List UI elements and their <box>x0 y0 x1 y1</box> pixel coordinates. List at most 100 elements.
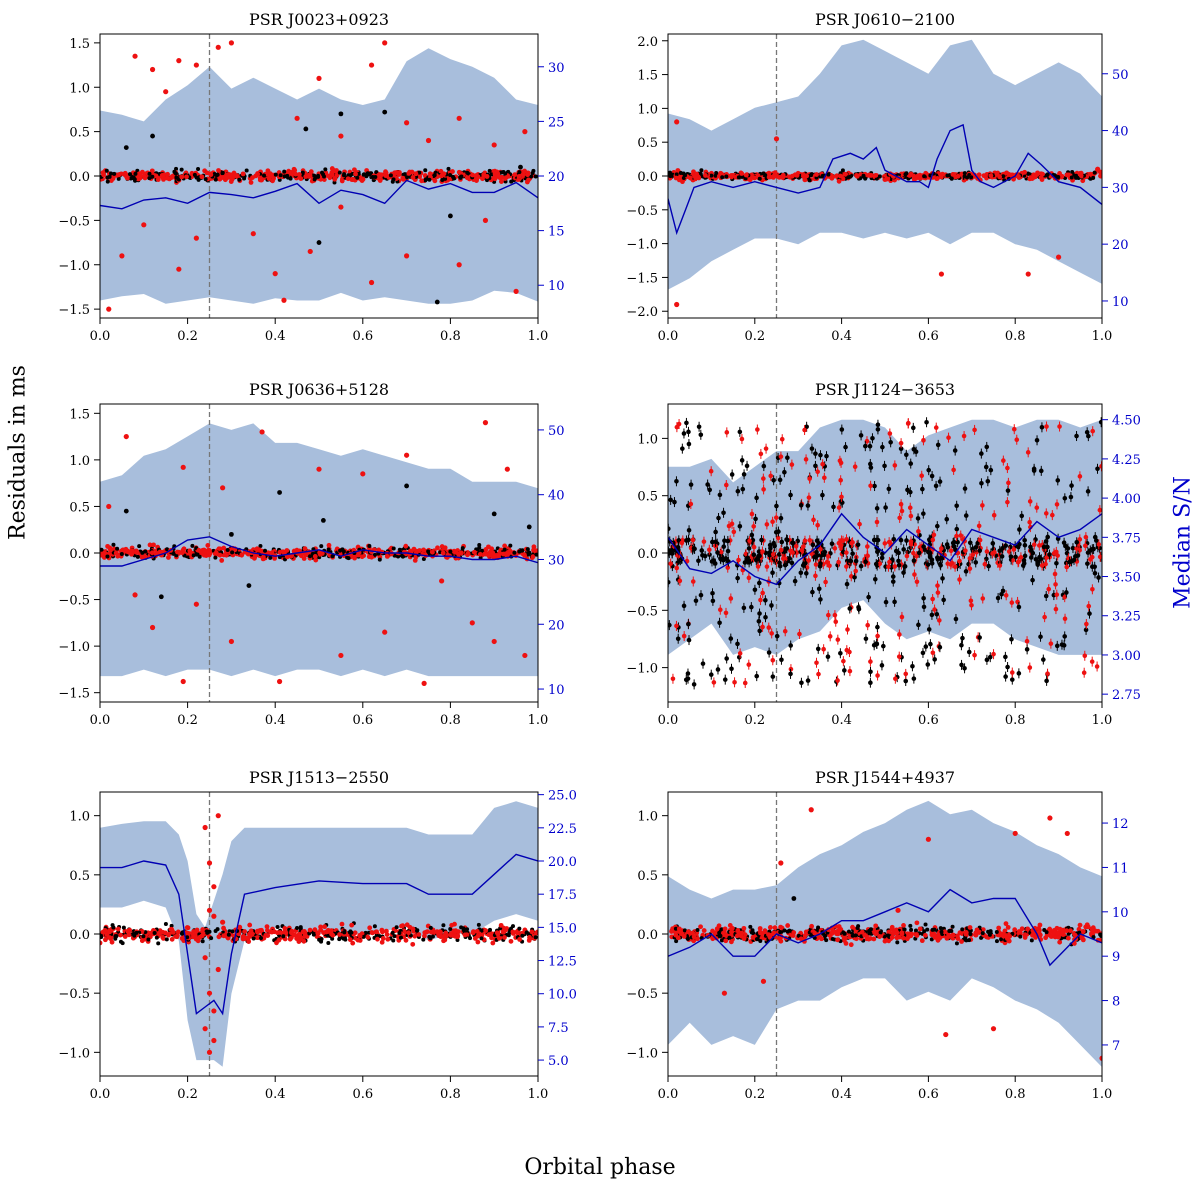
black-toa-point <box>374 170 379 175</box>
outlier-red-point <box>316 466 322 472</box>
red-toa-point <box>421 547 426 553</box>
red-toa-point <box>410 926 416 932</box>
black-toa-point <box>414 928 419 933</box>
black-toa-point <box>883 599 889 605</box>
red-toa-point <box>838 173 843 179</box>
red-toa-point <box>163 930 168 936</box>
red-toa-point <box>301 938 307 944</box>
right-y-tick-label: 17.5 <box>548 888 577 903</box>
black-toa-point <box>721 510 726 516</box>
red-toa-point <box>992 550 997 555</box>
red-toa-point <box>770 657 776 663</box>
black-toa-point <box>448 927 453 932</box>
red-toa-point <box>970 552 976 558</box>
red-toa-point <box>456 551 461 557</box>
black-toa-point <box>937 644 943 650</box>
x-tick-label: 0.2 <box>744 713 765 728</box>
red-toa-point <box>312 927 318 933</box>
red-toa-point <box>337 932 342 937</box>
black-toa-point <box>367 543 372 548</box>
y-tick-label: −1.5 <box>58 303 90 318</box>
red-toa-point <box>303 174 309 179</box>
black-toa-point <box>710 590 715 596</box>
black-toa-point <box>999 554 1005 559</box>
outlier-black-point <box>229 531 234 537</box>
black-toa-point <box>668 170 672 175</box>
y-tick-label: −1.0 <box>626 238 658 253</box>
red-toa-point <box>347 937 353 943</box>
black-toa-point <box>814 538 820 544</box>
black-toa-point <box>1087 611 1092 616</box>
red-toa-point <box>763 446 769 451</box>
black-toa-point <box>112 171 117 176</box>
red-toa-point <box>914 579 920 585</box>
red-toa-point <box>530 554 536 560</box>
red-toa-point <box>899 614 905 620</box>
outlier-red-point <box>281 297 287 303</box>
red-toa-point <box>417 548 422 553</box>
outlier-red-point <box>674 119 680 125</box>
red-toa-point <box>951 467 956 473</box>
outlier-red-point <box>228 40 234 46</box>
black-toa-point <box>1064 590 1069 595</box>
red-toa-point <box>470 172 476 178</box>
red-toa-point <box>410 941 416 947</box>
black-toa-point <box>1013 554 1018 560</box>
red-toa-point <box>498 922 504 928</box>
black-toa-point <box>1062 634 1068 639</box>
red-toa-point <box>957 577 962 582</box>
black-toa-point <box>681 431 687 436</box>
red-toa-point <box>844 550 849 555</box>
black-toa-point <box>724 174 729 179</box>
red-toa-point <box>1009 670 1015 675</box>
red-toa-point <box>471 549 477 555</box>
red-toa-point <box>1054 549 1059 555</box>
red-toa-point <box>248 180 254 185</box>
red-toa-point <box>490 940 496 946</box>
red-toa-point <box>383 170 389 176</box>
black-toa-point <box>337 937 342 942</box>
black-toa-point <box>782 469 787 475</box>
red-toa-point <box>865 553 870 559</box>
red-toa-point <box>529 929 535 935</box>
red-toa-point <box>752 175 757 181</box>
black-toa-point <box>770 674 776 679</box>
red-toa-point <box>787 174 793 180</box>
black-toa-point <box>686 429 691 435</box>
y-tick-label: 0.5 <box>69 869 90 884</box>
red-toa-point <box>670 676 676 682</box>
red-toa-point <box>912 572 917 577</box>
black-toa-point <box>952 448 958 453</box>
red-toa-point <box>502 543 508 549</box>
red-toa-point <box>818 546 823 552</box>
black-toa-point <box>729 666 734 672</box>
black-toa-point <box>1001 174 1006 179</box>
black-toa-point <box>361 934 366 939</box>
red-toa-point <box>972 427 977 433</box>
black-toa-point <box>945 173 950 178</box>
outlier-red-point <box>338 133 344 139</box>
red-toa-point <box>806 495 812 500</box>
red-toa-point <box>887 431 893 436</box>
black-toa-point <box>163 922 168 927</box>
black-toa-point <box>723 556 729 561</box>
black-toa-point <box>741 605 747 611</box>
black-toa-point <box>1016 671 1022 676</box>
red-toa-point <box>675 168 681 173</box>
y-tick-label: 1.5 <box>69 407 90 422</box>
red-toa-point <box>249 931 255 936</box>
black-toa-point <box>724 656 729 661</box>
y-tick-label: 0.5 <box>637 136 658 151</box>
black-toa-point <box>512 550 517 555</box>
y-tick-label: 0.5 <box>69 500 90 515</box>
red-toa-point <box>1098 173 1102 179</box>
red-toa-point <box>254 935 260 941</box>
black-toa-point <box>487 168 492 173</box>
black-toa-point <box>810 589 815 595</box>
red-toa-point <box>490 550 496 556</box>
black-toa-point <box>870 435 875 441</box>
red-toa-point <box>976 523 982 529</box>
outlier-red-point <box>215 44 221 50</box>
red-toa-point <box>726 523 732 529</box>
red-toa-point <box>1050 512 1055 518</box>
